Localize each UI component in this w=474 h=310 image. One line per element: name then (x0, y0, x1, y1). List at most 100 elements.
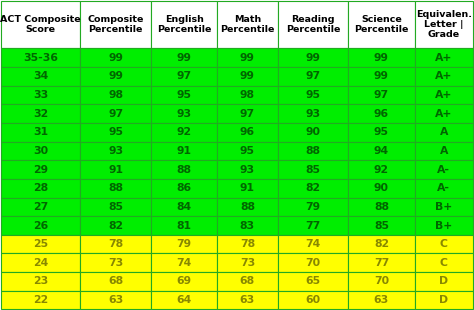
Bar (80, 142, 151, 160)
Text: 70: 70 (305, 258, 320, 268)
Bar (217, 272, 278, 291)
Bar (151, 123, 217, 142)
Bar (278, 86, 348, 104)
Text: 25: 25 (33, 239, 48, 249)
Text: A: A (439, 127, 448, 137)
Bar (151, 179, 217, 197)
Text: A+: A+ (435, 90, 453, 100)
Text: 82: 82 (374, 239, 389, 249)
Bar (278, 291, 348, 309)
Bar (414, 1, 473, 48)
Text: 65: 65 (305, 277, 320, 286)
Bar (217, 104, 278, 123)
Text: 35-36: 35-36 (23, 53, 58, 63)
Bar (414, 235, 473, 254)
Bar (80, 291, 151, 309)
Text: 74: 74 (176, 258, 192, 268)
Bar (217, 197, 278, 216)
Bar (278, 104, 348, 123)
Text: 95: 95 (240, 146, 255, 156)
Text: 23: 23 (33, 277, 48, 286)
Bar (80, 67, 151, 86)
Text: English
Percentile: English Percentile (157, 15, 211, 34)
Text: 82: 82 (305, 183, 320, 193)
Bar (1, 67, 80, 86)
Text: 22: 22 (33, 295, 48, 305)
Bar (1, 104, 80, 123)
Bar (217, 67, 278, 86)
Bar (414, 254, 473, 272)
Text: 63: 63 (240, 295, 255, 305)
Bar (278, 254, 348, 272)
Bar (151, 272, 217, 291)
Bar (348, 67, 414, 86)
Bar (80, 104, 151, 123)
Text: 92: 92 (374, 165, 389, 175)
Text: 88: 88 (240, 202, 255, 212)
Text: D: D (439, 295, 448, 305)
Text: ACT Composite
Score: ACT Composite Score (0, 15, 81, 34)
Text: 97: 97 (240, 109, 255, 119)
Bar (414, 291, 473, 309)
Text: 93: 93 (305, 109, 320, 119)
Bar (414, 272, 473, 291)
Bar (278, 1, 348, 48)
Text: 97: 97 (374, 90, 389, 100)
Text: Science
Percentile: Science Percentile (354, 15, 409, 34)
Bar (348, 216, 414, 235)
Bar (348, 86, 414, 104)
Text: 27: 27 (33, 202, 48, 212)
Text: 99: 99 (108, 53, 123, 63)
Bar (217, 86, 278, 104)
Text: 90: 90 (306, 127, 320, 137)
Text: 64: 64 (176, 295, 192, 305)
Text: A-: A- (438, 183, 450, 193)
Text: 97: 97 (108, 109, 123, 119)
Text: 88: 88 (108, 183, 123, 193)
Bar (217, 123, 278, 142)
Text: 95: 95 (374, 127, 389, 137)
Bar (151, 254, 217, 272)
Text: 99: 99 (374, 53, 389, 63)
Text: 74: 74 (305, 239, 320, 249)
Bar (348, 179, 414, 197)
Text: 69: 69 (176, 277, 191, 286)
Bar (80, 160, 151, 179)
Text: 63: 63 (108, 295, 123, 305)
Bar (151, 48, 217, 67)
Text: B+: B+ (435, 220, 452, 231)
Text: 33: 33 (33, 90, 48, 100)
Text: A+: A+ (435, 53, 453, 63)
Text: 31: 31 (33, 127, 48, 137)
Text: 30: 30 (33, 146, 48, 156)
Text: 91: 91 (240, 183, 255, 193)
Bar (278, 142, 348, 160)
Text: 90: 90 (374, 183, 389, 193)
Bar (278, 216, 348, 235)
Text: 99: 99 (374, 71, 389, 82)
Bar (217, 235, 278, 254)
Bar (414, 86, 473, 104)
Bar (80, 272, 151, 291)
Bar (1, 1, 80, 48)
Text: 78: 78 (240, 239, 255, 249)
Bar (217, 179, 278, 197)
Text: 95: 95 (177, 90, 191, 100)
Bar (1, 291, 80, 309)
Text: 79: 79 (305, 202, 320, 212)
Text: 95: 95 (108, 127, 123, 137)
Bar (80, 1, 151, 48)
Text: Math
Percentile: Math Percentile (220, 15, 274, 34)
Text: C: C (440, 239, 448, 249)
Text: 34: 34 (33, 71, 48, 82)
Bar (414, 160, 473, 179)
Text: 99: 99 (177, 53, 191, 63)
Bar (1, 123, 80, 142)
Text: 29: 29 (33, 165, 48, 175)
Bar (1, 160, 80, 179)
Text: 24: 24 (33, 258, 48, 268)
Bar (80, 197, 151, 216)
Bar (80, 254, 151, 272)
Text: A-: A- (438, 165, 450, 175)
Text: 99: 99 (240, 71, 255, 82)
